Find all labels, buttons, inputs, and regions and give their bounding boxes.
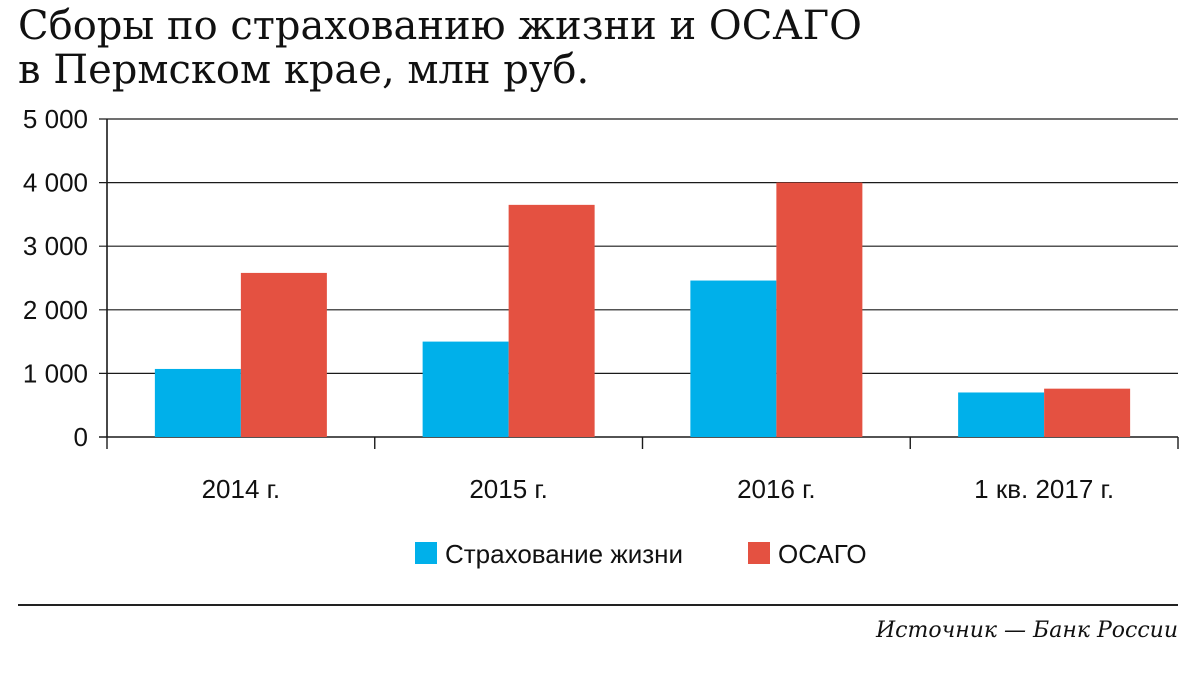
- y-tick-label: 3 000: [23, 231, 88, 261]
- x-category-label: 2014 г.: [202, 474, 281, 504]
- chart-title-line-2: в Пермском крае, млн руб.: [18, 47, 590, 93]
- bar-osago-1: [508, 204, 595, 437]
- legend-swatch-osago: [748, 542, 770, 564]
- legend: Страхование жизни ОСАГО: [415, 539, 867, 569]
- legend-swatch-life: [415, 542, 437, 564]
- bar-life-3: [958, 392, 1045, 437]
- source-note: Источник — Банк России: [875, 618, 1178, 643]
- y-tick-label: 4 000: [23, 168, 88, 198]
- legend-label-life: Страхование жизни: [445, 539, 683, 569]
- y-tick-label: 1 000: [23, 358, 88, 388]
- legend-label-osago: ОСАГО: [778, 539, 867, 569]
- bar-life-2: [690, 280, 777, 437]
- y-tick-label: 5 000: [23, 104, 88, 134]
- y-tick-label: 0: [74, 422, 88, 452]
- x-category-label: 2016 г.: [737, 474, 816, 504]
- bar-osago-0: [240, 272, 327, 437]
- bar-chart: 0 1 000 2 000 3 000 4 000 5 000 2014 г. 2015 г.…: [23, 104, 1179, 569]
- x-category-label: 1 кв. 2017 г.: [974, 474, 1114, 504]
- x-category-label: 2015 г.: [469, 474, 548, 504]
- bars: [154, 182, 1131, 437]
- bar-osago-2: [776, 182, 863, 437]
- axes: 0 1 000 2 000 3 000 4 000 5 000 2014 г. 2015 г.…: [23, 104, 1179, 504]
- bar-life-0: [154, 368, 241, 437]
- bar-osago-3: [1044, 388, 1131, 437]
- y-tick-label: 2 000: [23, 295, 88, 325]
- footer-divider: [18, 604, 1178, 606]
- chart-title-line-1: Сборы по страхованию жизни и ОСАГО: [18, 3, 862, 49]
- bar-life-1: [422, 341, 509, 437]
- chart-title: Сборы по страхованию жизни и ОСАГО в Пер…: [18, 4, 862, 92]
